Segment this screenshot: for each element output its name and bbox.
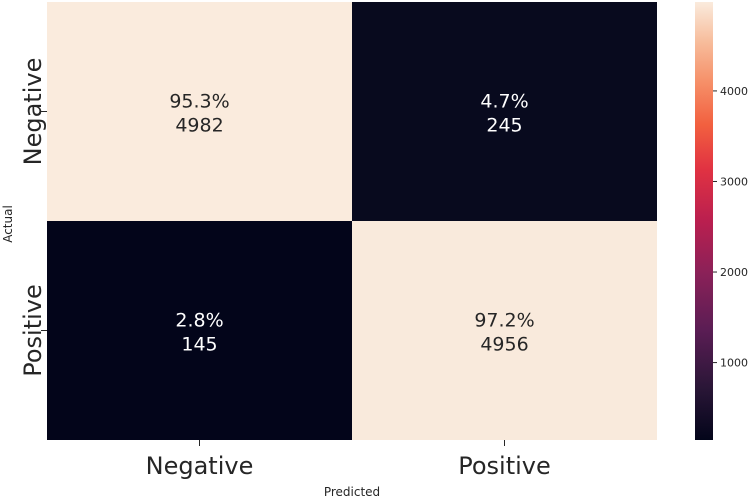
axes: Predicted Actual Negative Positive Negativ…	[1, 58, 551, 499]
cell-count-label: 4956	[480, 334, 528, 356]
colorbar-tick-label: 1000	[720, 357, 748, 370]
colorbar-tick-label: 2000	[720, 266, 748, 279]
colorbar: 1000 2000 3000 4000	[695, 2, 748, 440]
cell-count-label: 245	[486, 115, 522, 137]
y-axis-label: Actual	[1, 205, 15, 243]
colorbar-gradient	[695, 2, 713, 440]
cell-percent-label: 97.2%	[474, 310, 534, 332]
x-tick-label: Positive	[458, 452, 551, 480]
x-tick-label: Negative	[146, 452, 254, 480]
cell-percent-label: 2.8%	[175, 310, 223, 332]
cell-percent-label: 95.3%	[169, 91, 229, 113]
heatmap-cell-positive-positive	[352, 221, 657, 440]
cell-count-label: 4982	[175, 115, 223, 137]
y-tick-label: Negative	[19, 58, 47, 166]
heatmap-cell-negative-positive	[352, 2, 657, 221]
cell-annotations: 95.3%4982 4.7%245 2.8%145 97.2%4956	[169, 91, 534, 356]
y-tick-label: Positive	[19, 284, 47, 377]
x-axis-label: Predicted	[324, 485, 380, 497]
colorbar-tick-label: 3000	[720, 175, 748, 188]
cell-percent-label: 4.7%	[480, 91, 528, 113]
heatmap-cell-positive-negative	[47, 221, 352, 440]
colorbar-tick-label: 4000	[720, 85, 748, 98]
heatmap-cell-negative-negative	[47, 2, 352, 221]
heatmap-cells	[47, 2, 657, 440]
cell-count-label: 145	[181, 334, 217, 356]
